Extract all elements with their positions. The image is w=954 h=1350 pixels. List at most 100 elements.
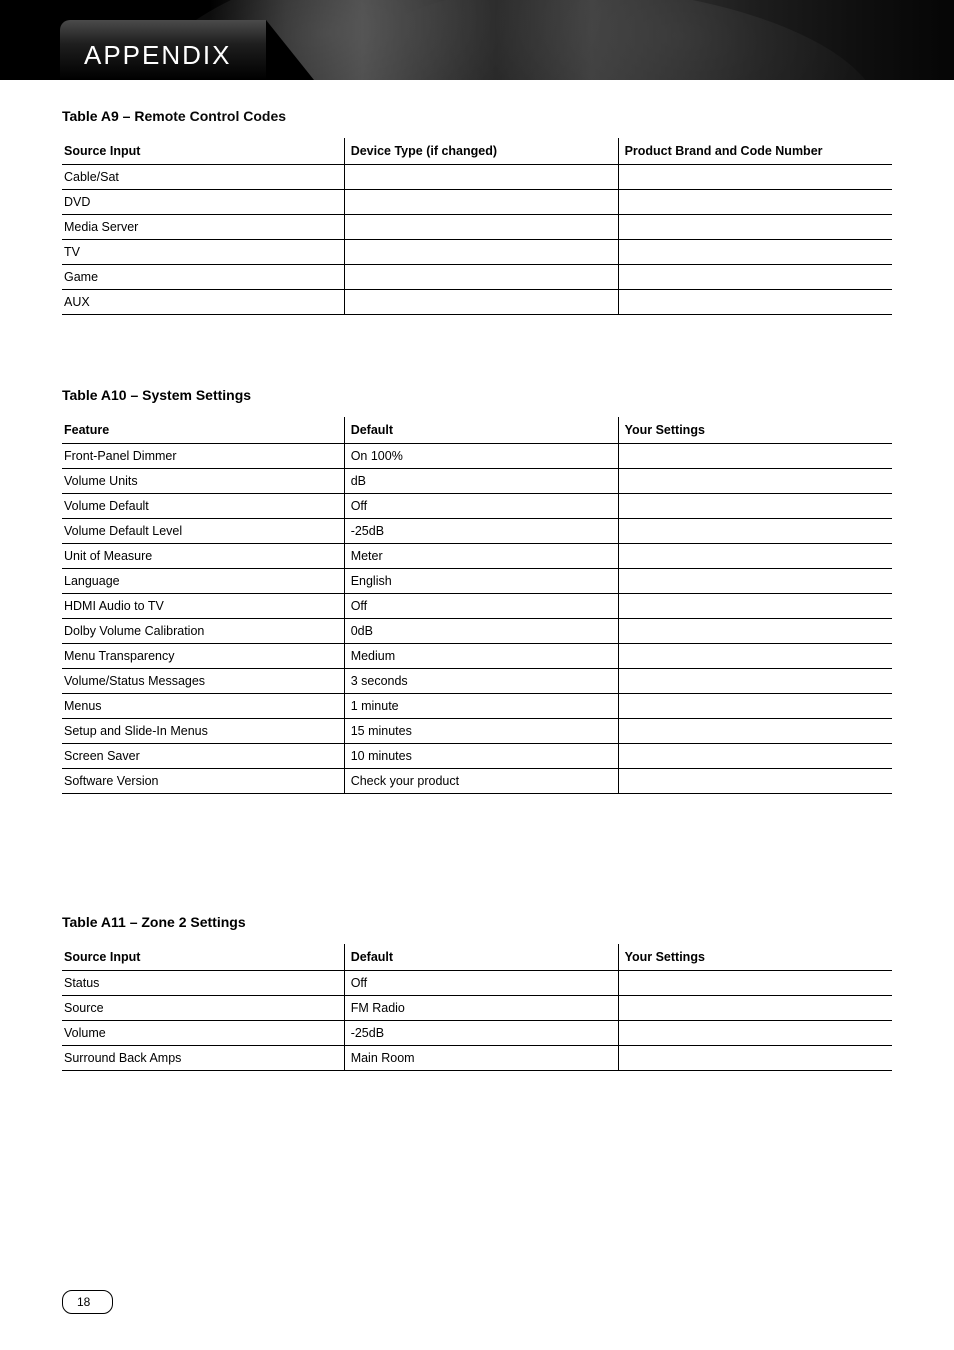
cell: -25dB xyxy=(344,1021,618,1046)
cell xyxy=(344,190,618,215)
cell: 10 minutes xyxy=(344,744,618,769)
cell xyxy=(618,519,892,544)
cell xyxy=(618,190,892,215)
cell: Off xyxy=(344,971,618,996)
table-row: Dolby Volume Calibration0dB xyxy=(62,619,892,644)
cell: On 100% xyxy=(344,444,618,469)
cell xyxy=(618,544,892,569)
cell: DVD xyxy=(62,190,344,215)
cell xyxy=(344,240,618,265)
table-a9: Source Input Device Type (if changed) Pr… xyxy=(62,138,892,315)
col-header: Your Settings xyxy=(618,944,892,971)
table-row: AUX xyxy=(62,290,892,315)
cell: Main Room xyxy=(344,1046,618,1071)
cell: Menus xyxy=(62,694,344,719)
table-a9-section: Table A9 – Remote Control Codes Source I… xyxy=(62,108,892,315)
cell xyxy=(618,569,892,594)
table-row: Volume DefaultOff xyxy=(62,494,892,519)
cell: Game xyxy=(62,265,344,290)
table-row: StatusOff xyxy=(62,971,892,996)
cell xyxy=(618,644,892,669)
cell: Check your product xyxy=(344,769,618,794)
col-header: Product Brand and Code Number xyxy=(618,138,892,165)
section-tab: APPENDIX xyxy=(60,20,266,80)
cell: Source xyxy=(62,996,344,1021)
cell: Medium xyxy=(344,644,618,669)
cell xyxy=(618,494,892,519)
table-a11-section: Table A11 – Zone 2 Settings Source Input… xyxy=(62,914,892,1071)
col-header: Device Type (if changed) xyxy=(344,138,618,165)
table-row: DVD xyxy=(62,190,892,215)
cell: Volume Default xyxy=(62,494,344,519)
cell: 0dB xyxy=(344,619,618,644)
cell: 15 minutes xyxy=(344,719,618,744)
table-row: HDMI Audio to TVOff xyxy=(62,594,892,619)
col-header: Feature xyxy=(62,417,344,444)
table-row: Volume-25dB xyxy=(62,1021,892,1046)
header-banner: APPENDIX xyxy=(0,0,954,80)
table-row: SourceFM Radio xyxy=(62,996,892,1021)
cell xyxy=(344,165,618,190)
table-row: Volume UnitsdB xyxy=(62,469,892,494)
cell xyxy=(344,215,618,240)
cell xyxy=(618,996,892,1021)
cell: Menu Transparency xyxy=(62,644,344,669)
cell: Volume Default Level xyxy=(62,519,344,544)
table-a11-title: Table A11 – Zone 2 Settings xyxy=(62,914,892,930)
table-row: Screen Saver10 minutes xyxy=(62,744,892,769)
table-row: Software VersionCheck your product xyxy=(62,769,892,794)
cell: Cable/Sat xyxy=(62,165,344,190)
table-row: Game xyxy=(62,265,892,290)
cell: -25dB xyxy=(344,519,618,544)
table-row: Setup and Slide-In Menus15 minutes xyxy=(62,719,892,744)
cell xyxy=(618,719,892,744)
table-header-row: Source Input Device Type (if changed) Pr… xyxy=(62,138,892,165)
col-header: Source Input xyxy=(62,944,344,971)
cell xyxy=(344,265,618,290)
cell: Volume/Status Messages xyxy=(62,669,344,694)
page-content: Table A9 – Remote Control Codes Source I… xyxy=(0,80,954,1071)
cell: Off xyxy=(344,594,618,619)
cell: Screen Saver xyxy=(62,744,344,769)
cell: dB xyxy=(344,469,618,494)
cell: FM Radio xyxy=(344,996,618,1021)
table-row: Cable/Sat xyxy=(62,165,892,190)
table-row: Front-Panel DimmerOn 100% xyxy=(62,444,892,469)
col-header: Your Settings xyxy=(618,417,892,444)
table-a9-title: Table A9 – Remote Control Codes xyxy=(62,108,892,124)
cell: Meter xyxy=(344,544,618,569)
table-a11: Source Input Default Your Settings Statu… xyxy=(62,944,892,1071)
cell: Off xyxy=(344,494,618,519)
table-row: Menu TransparencyMedium xyxy=(62,644,892,669)
cell: Software Version xyxy=(62,769,344,794)
cell: Media Server xyxy=(62,215,344,240)
table-header-row: Source Input Default Your Settings xyxy=(62,944,892,971)
col-header: Default xyxy=(344,417,618,444)
cell xyxy=(618,240,892,265)
cell xyxy=(618,744,892,769)
cell: Volume Units xyxy=(62,469,344,494)
table-row: Volume/Status Messages3 seconds xyxy=(62,669,892,694)
cell: English xyxy=(344,569,618,594)
cell: Volume xyxy=(62,1021,344,1046)
cell xyxy=(618,971,892,996)
cell xyxy=(618,165,892,190)
cell: Dolby Volume Calibration xyxy=(62,619,344,644)
cell xyxy=(618,1021,892,1046)
cell: TV xyxy=(62,240,344,265)
page-number: 18 xyxy=(62,1290,113,1314)
cell: Unit of Measure xyxy=(62,544,344,569)
cell xyxy=(618,265,892,290)
table-row: Media Server xyxy=(62,215,892,240)
cell xyxy=(618,594,892,619)
cell: Language xyxy=(62,569,344,594)
cell: Status xyxy=(62,971,344,996)
cell xyxy=(618,669,892,694)
cell xyxy=(618,619,892,644)
table-row: Volume Default Level-25dB xyxy=(62,519,892,544)
cell xyxy=(618,694,892,719)
cell: HDMI Audio to TV xyxy=(62,594,344,619)
cell: AUX xyxy=(62,290,344,315)
cell xyxy=(618,215,892,240)
table-a10: Feature Default Your Settings Front-Pane… xyxy=(62,417,892,794)
